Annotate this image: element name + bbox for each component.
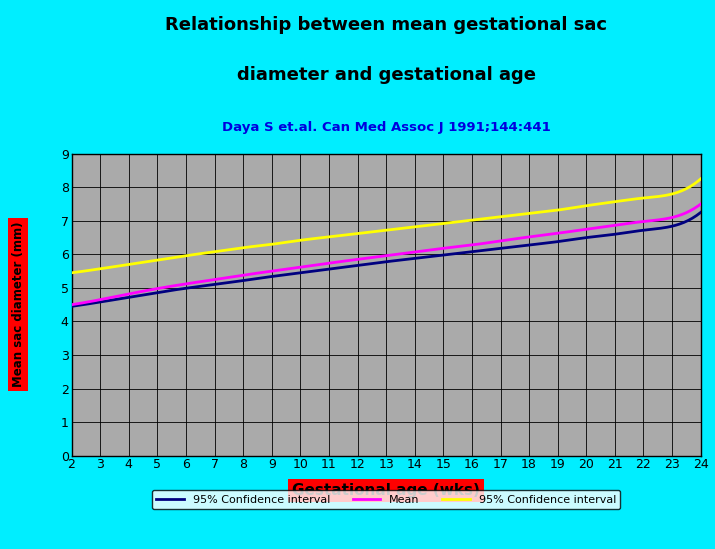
Text: Relationship between mean gestational sac: Relationship between mean gestational sa… xyxy=(165,16,607,35)
Text: diameter and gestational age: diameter and gestational age xyxy=(237,66,536,84)
Text: Gestational age (wks): Gestational age (wks) xyxy=(292,483,480,498)
Text: Daya S et.al. Can Med Assoc J 1991;144:441: Daya S et.al. Can Med Assoc J 1991;144:4… xyxy=(222,121,551,134)
Legend: 95% Confidence interval, Mean, 95% Confidence interval: 95% Confidence interval, Mean, 95% Confi… xyxy=(152,490,621,509)
Text: Mean sac diameter (mm): Mean sac diameter (mm) xyxy=(11,222,24,388)
